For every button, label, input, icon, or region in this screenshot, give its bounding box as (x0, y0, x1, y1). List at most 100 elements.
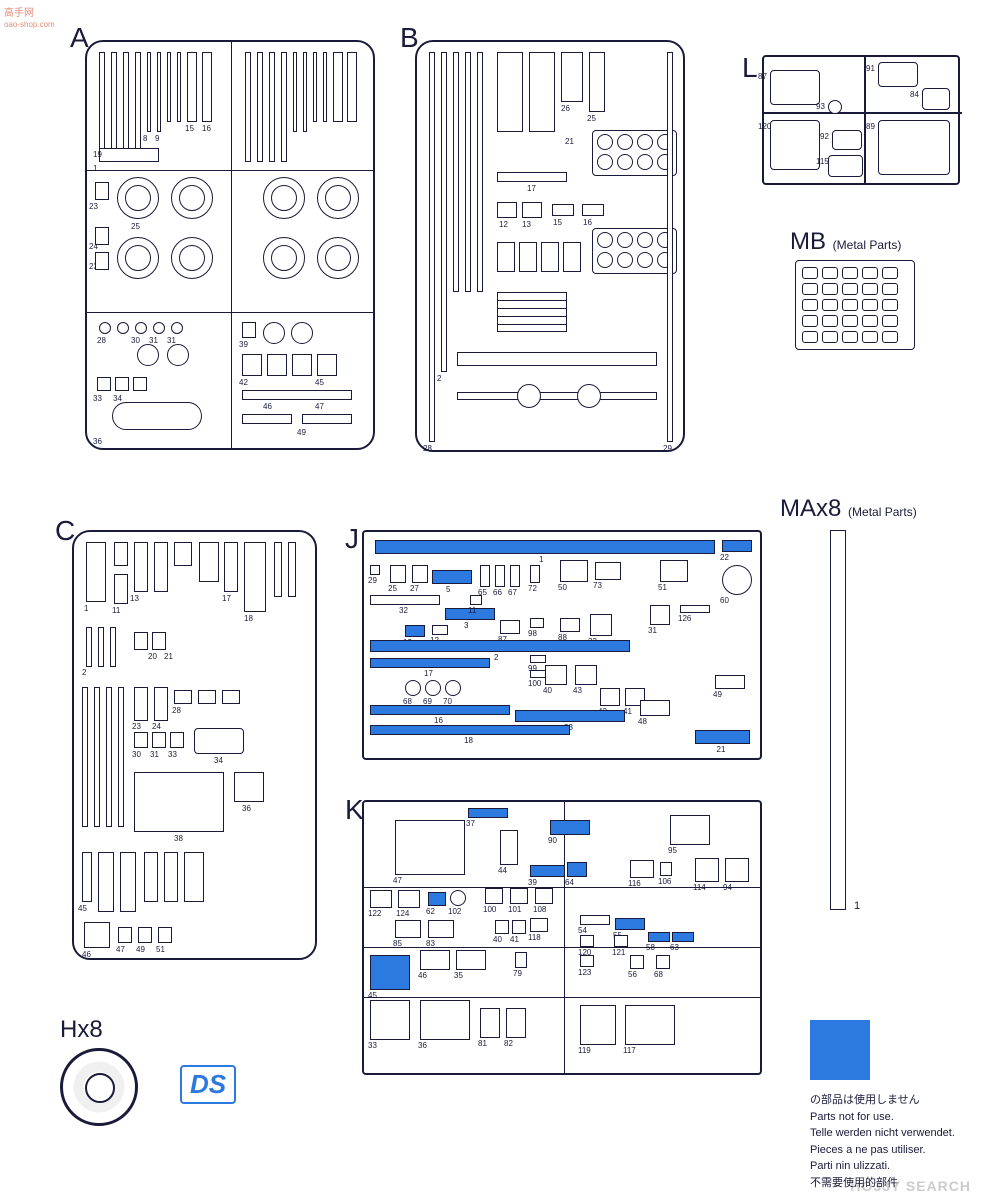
sprue-j-part-68 (405, 680, 421, 696)
sprue-j-part-99 (530, 655, 546, 663)
sprue-j-part-32 (370, 595, 440, 605)
sprue-j-part-22 (722, 540, 752, 552)
sprue-l-label: L (742, 52, 758, 84)
sprue-a-frame: 1 8 9 15 16 19 23 25 24 23 28 30 31 (85, 40, 375, 450)
sprue-j-part-48 (640, 700, 670, 716)
sprue-j-label: J (345, 523, 359, 555)
sprue-k-part-102 (450, 890, 466, 906)
sprue-l-part-115 (828, 155, 863, 177)
sprue-j-part-66 (495, 565, 505, 587)
sprue-k-part-82 (506, 1008, 526, 1038)
sprue-j-part-87 (500, 620, 520, 634)
sprue-j-part-17 (370, 658, 490, 668)
sprue-k-part-33 (370, 1000, 410, 1040)
sprue-k-part-101 (510, 888, 528, 904)
sprue-k-part-121 (614, 935, 628, 947)
sprue-k-part-90 (550, 820, 590, 835)
sprue-k-part-114 (695, 858, 719, 882)
sprue-l-part-93 (828, 100, 842, 114)
sprue-k-part-47 (395, 820, 465, 875)
sprue-j-part-51 (660, 560, 688, 582)
sprue-h-label: Hx8 (60, 1016, 103, 1044)
sprue-j-part-43 (575, 665, 597, 685)
sprue-l-part-89 (878, 120, 950, 175)
sprue-k-part-120 (580, 935, 594, 947)
sprue-j-part-21 (695, 730, 750, 744)
legend-text: の部品は使用しません Parts not for use. Telle werd… (810, 1092, 980, 1191)
sprue-b-frame: 28 2 26 25 21 17 12 13 15 16 29 (415, 40, 685, 452)
sprue-k-part-79 (515, 952, 527, 968)
sprue-j-part-23 (515, 710, 625, 722)
sprue-k-part-62 (428, 892, 446, 906)
sprue-j-part-13 (405, 625, 425, 637)
sprue-j-part-31 (650, 605, 670, 625)
sprue-j-part-18 (370, 725, 570, 735)
ma-bar (830, 530, 846, 910)
legend-swatch (810, 1020, 870, 1080)
sprue-l-part-87 (770, 70, 820, 105)
sprue-j-part-12 (432, 625, 448, 635)
sprue-j-part-5 (432, 570, 472, 584)
sprue-c-frame: 1 13 17 18 11 2 20 21 23 24 28 30 31 33 … (72, 530, 317, 960)
sprue-k-part-94 (725, 858, 749, 882)
sprue-k-part-56 (630, 955, 644, 969)
sprue-j-part-65 (480, 565, 490, 587)
sprue-j-part-29 (370, 565, 380, 575)
sprue-k-part-36 (420, 1000, 470, 1040)
sprue-l-part-84 (922, 88, 950, 110)
sprue-k-part-35 (456, 950, 486, 970)
sprue-k-part-122 (370, 890, 392, 908)
ds-logo: DS (180, 1065, 236, 1104)
sprue-k-part-63 (672, 932, 694, 942)
sprue-k-part-100 (485, 888, 503, 904)
sprue-k-part-123 (580, 955, 594, 967)
sprue-j-part-67 (510, 565, 520, 587)
sprue-k-part-41 (512, 920, 526, 934)
sprue-j-part-25 (390, 565, 406, 583)
sprue-mb-label: MB (Metal Parts) (790, 228, 901, 256)
sprue-l-part-120 (770, 120, 820, 170)
sprue-k-part-68 (656, 955, 670, 969)
sprue-k-part-37 (468, 808, 508, 818)
sprue-j-part-49 (715, 675, 745, 689)
sprue-j-part-73 (595, 562, 621, 580)
sprue-k-part-85 (395, 920, 421, 938)
sprue-j-part-1 (375, 540, 715, 554)
sprue-k-part-116 (630, 860, 654, 878)
sprue-k-part-117 (625, 1005, 675, 1045)
sprue-j-part-2 (370, 640, 630, 652)
sprue-j-part-88 (560, 618, 580, 632)
tire-h (60, 1048, 138, 1126)
sprue-k-part-119 (580, 1005, 616, 1045)
sprue-k-part-95 (670, 815, 710, 845)
sprue-j-part-69 (425, 680, 441, 696)
sprue-k-part-55 (615, 918, 645, 930)
sprue-k-part-54 (580, 915, 610, 925)
sprue-mb-frame (795, 260, 915, 350)
sprue-k-part-45 (370, 955, 410, 990)
ma-part-num: 1 (854, 900, 860, 912)
sprue-k-part-124 (398, 890, 420, 908)
sprue-k-part-58 (648, 932, 670, 942)
sprue-k-part-46 (420, 950, 450, 970)
sprue-j-part-11 (470, 595, 482, 605)
sprue-j-part-42 (600, 688, 620, 706)
sprue-k-part-39 (530, 865, 565, 877)
sprue-j-part-60 (722, 565, 752, 595)
sprue-k-part-118 (530, 918, 548, 932)
sprue-j-part-98 (530, 618, 544, 628)
sprue-j-part-100 (530, 670, 546, 678)
sprue-l-part-92 (832, 130, 862, 150)
sprue-j-part-33 (590, 614, 612, 636)
sprue-ma-label: MAx8 (Metal Parts) (780, 495, 917, 523)
sprue-l-part-91 (878, 62, 918, 87)
sprue-j-part-40 (545, 665, 567, 685)
sprue-k-part-64 (567, 862, 587, 877)
sprue-k-part-83 (428, 920, 454, 938)
sprue-j-part-72 (530, 565, 540, 583)
sprue-k-part-108 (535, 888, 553, 904)
sprue-j-part-50 (560, 560, 588, 582)
sprue-k-part-44 (500, 830, 518, 865)
sprue-j-part-70 (445, 680, 461, 696)
sprue-k-part-81 (480, 1008, 500, 1038)
